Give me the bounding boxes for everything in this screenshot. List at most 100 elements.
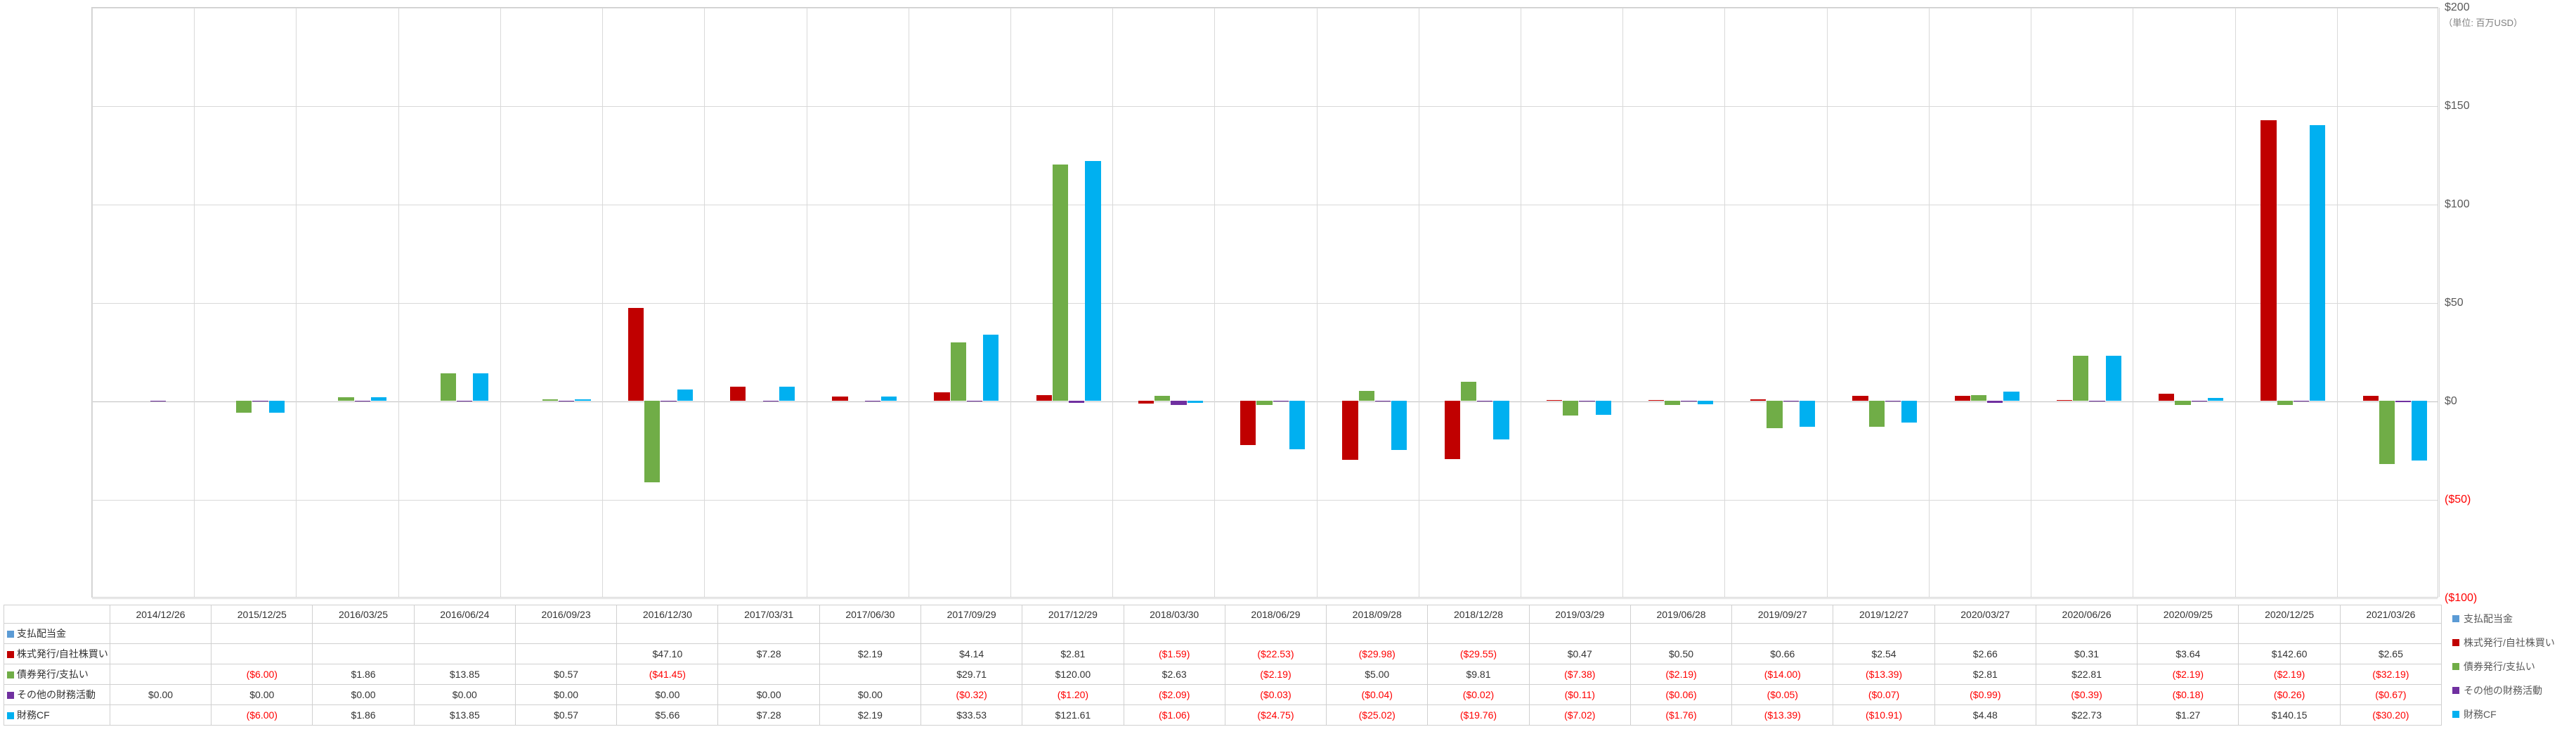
bar-equity bbox=[1445, 401, 1460, 459]
row-label: 株式発行/自社株買い bbox=[17, 648, 108, 659]
bar-equity bbox=[832, 397, 847, 401]
bar-equity bbox=[1547, 400, 1562, 401]
table-date-header: 2016/03/25 bbox=[313, 605, 414, 624]
table-row: 財務CF($6.00)$1.86$13.85$0.57$5.66$7.28$2.… bbox=[4, 705, 2442, 726]
table-corner bbox=[4, 605, 110, 624]
table-cell: $0.47 bbox=[1529, 644, 1630, 664]
bar-financing_cf bbox=[1596, 401, 1611, 415]
table-date-header: 2014/12/26 bbox=[110, 605, 211, 624]
legend-swatch bbox=[7, 631, 14, 638]
bar-equity bbox=[1648, 400, 1664, 401]
legend-swatch bbox=[7, 712, 14, 719]
table-cell: $0.31 bbox=[2036, 644, 2137, 664]
table-cell bbox=[212, 644, 313, 664]
table-cell: $142.60 bbox=[2239, 644, 2340, 664]
table-date-header: 2016/09/23 bbox=[515, 605, 616, 624]
bar-financing_cf bbox=[1289, 401, 1305, 449]
row-label: 財務CF bbox=[17, 709, 50, 721]
table-cell: $22.81 bbox=[2036, 664, 2137, 685]
table-date-header: 2016/12/30 bbox=[617, 605, 718, 624]
chart-wrapper: $200$150$100$50$0($50)($100) （単位: 百万USD）… bbox=[0, 0, 2576, 753]
bar-equity bbox=[1750, 399, 1766, 401]
bar-financing_cf bbox=[779, 387, 795, 401]
table-cell: $0.50 bbox=[1630, 644, 1731, 664]
table-cell bbox=[617, 624, 718, 644]
bar-equity bbox=[2260, 120, 2276, 401]
bar-equity bbox=[1036, 395, 1052, 401]
table-cell bbox=[515, 624, 616, 644]
table-cell bbox=[718, 664, 819, 685]
table-cell: ($0.07) bbox=[1833, 685, 1934, 705]
bar-financing_cf bbox=[2310, 125, 2325, 401]
bar-equity bbox=[1138, 401, 1154, 404]
table-cell bbox=[1934, 624, 2036, 644]
table-cell bbox=[2036, 624, 2137, 644]
table-cell bbox=[718, 624, 819, 644]
bar-equity bbox=[2057, 400, 2072, 401]
bar-financing_cf bbox=[473, 373, 488, 401]
table-cell: $1.86 bbox=[313, 664, 414, 685]
bar-financing_cf bbox=[1800, 401, 1815, 427]
legend-swatch bbox=[7, 692, 14, 699]
table-cell: ($0.03) bbox=[1225, 685, 1326, 705]
y-tick-label: $0 bbox=[2445, 395, 2487, 408]
bar-financing_cf bbox=[1901, 401, 1917, 423]
table-cell: ($14.00) bbox=[1732, 664, 1833, 685]
y-tick-label: $200 bbox=[2445, 1, 2487, 14]
table-cell: $1.86 bbox=[313, 705, 414, 726]
row-head: 株式発行/自社株買い bbox=[4, 644, 110, 664]
table-cell: ($2.19) bbox=[1225, 664, 1326, 685]
legend-swatch bbox=[2452, 711, 2459, 718]
legend-swatch bbox=[2452, 687, 2459, 694]
table-cell: $0.00 bbox=[617, 685, 718, 705]
bar-equity bbox=[934, 392, 949, 401]
table-date-header: 2019/09/27 bbox=[1732, 605, 1833, 624]
table-cell: $2.65 bbox=[2340, 644, 2441, 664]
table-cell: ($0.05) bbox=[1732, 685, 1833, 705]
bar-financing_cf bbox=[677, 390, 693, 401]
table-cell: $2.54 bbox=[1833, 644, 1934, 664]
bar-debt bbox=[542, 399, 558, 401]
table-cell: ($7.38) bbox=[1529, 664, 1630, 685]
bar-debt bbox=[1563, 401, 1578, 416]
table-cell: ($32.19) bbox=[2340, 664, 2441, 685]
table-cell bbox=[414, 644, 515, 664]
legend-item: 株式発行/自社株買い bbox=[2452, 636, 2572, 650]
table-cell: ($0.99) bbox=[1934, 685, 2036, 705]
y-tick-label: $100 bbox=[2445, 198, 2487, 211]
table-cell: ($25.02) bbox=[1327, 705, 1428, 726]
bar-equity bbox=[2363, 396, 2379, 401]
table-cell: ($30.20) bbox=[2340, 705, 2441, 726]
table-cell: ($1.20) bbox=[1022, 685, 1124, 705]
table-date-header: 2018/12/28 bbox=[1428, 605, 1529, 624]
bar-debt bbox=[1461, 382, 1476, 401]
table-header-row: 2014/12/262015/12/252016/03/252016/06/24… bbox=[4, 605, 2442, 624]
data-table: 2014/12/262015/12/252016/03/252016/06/24… bbox=[4, 605, 2442, 726]
bar-debt bbox=[1665, 401, 1680, 405]
bar-financing_cf bbox=[1698, 401, 1713, 404]
table-cell bbox=[414, 624, 515, 644]
table-date-header: 2020/12/25 bbox=[2239, 605, 2340, 624]
legend-item: 支払配当金 bbox=[2452, 612, 2572, 626]
table-cell bbox=[1124, 624, 1225, 644]
table-cell: ($10.91) bbox=[1833, 705, 1934, 726]
bar-financing_cf bbox=[2412, 401, 2427, 461]
bar-debt bbox=[2277, 401, 2293, 405]
table-cell: $0.00 bbox=[515, 685, 616, 705]
table-cell bbox=[1630, 624, 1731, 644]
bar-debt bbox=[1869, 401, 1885, 427]
legend-label: 財務CF bbox=[2464, 707, 2497, 721]
table-cell: ($1.59) bbox=[1124, 644, 1225, 664]
bar-other bbox=[1171, 401, 1186, 405]
bar-financing_cf bbox=[371, 397, 386, 401]
table-cell: ($2.19) bbox=[2239, 664, 2340, 685]
table-cell bbox=[1732, 624, 1833, 644]
row-label: 債券発行/支払い bbox=[17, 669, 89, 680]
bar-financing_cf bbox=[1188, 401, 1203, 403]
table-cell: $5.00 bbox=[1327, 664, 1428, 685]
table-cell: ($0.06) bbox=[1630, 685, 1731, 705]
table-cell: $9.81 bbox=[1428, 664, 1529, 685]
bar-debt bbox=[2379, 401, 2395, 464]
table-cell: ($0.39) bbox=[2036, 685, 2137, 705]
table-cell: ($0.02) bbox=[1428, 685, 1529, 705]
